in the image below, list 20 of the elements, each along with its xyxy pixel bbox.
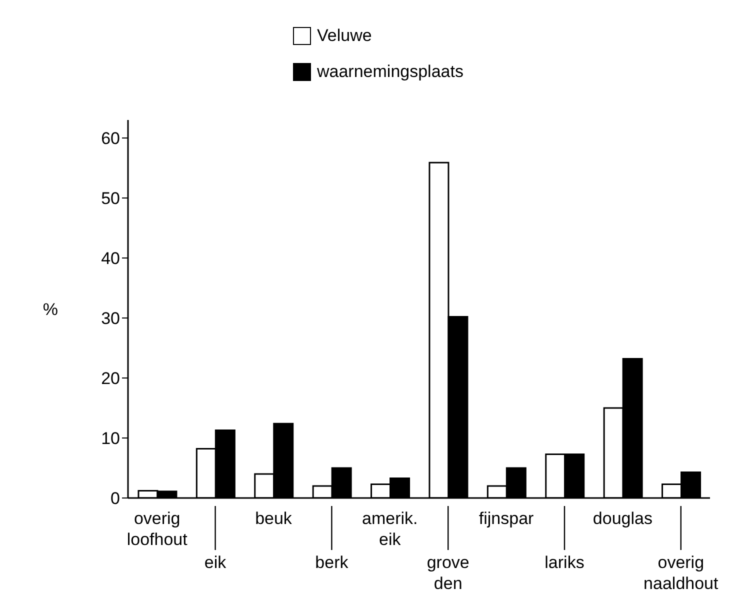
legend-label: waarnemingsplaats [317, 62, 464, 82]
y-tick-label: 60 [101, 129, 120, 148]
x-tick-label: eik [204, 553, 227, 572]
x-tick-label: fijnspar [478, 509, 534, 528]
y-tick-label: 30 [101, 309, 120, 328]
x-tick-label: douglas [592, 509, 652, 528]
x-tick-label: overig naaldhout [644, 553, 719, 593]
y-tick-label: 0 [110, 489, 120, 508]
x-tick-label: lariks [544, 553, 584, 572]
legend-label: Veluwe [317, 26, 372, 46]
y-tick-label: 10 [101, 429, 120, 448]
y-axis-title: % [42, 300, 58, 320]
x-tick-label: berk [315, 553, 349, 572]
x-tick-label: beuk [255, 509, 292, 528]
x-tick-label: grove den [426, 553, 470, 593]
x-tick-label: amerik. eik [362, 509, 418, 549]
y-tick-label: 50 [101, 189, 120, 208]
x-tick-label: overig loofhout [126, 509, 188, 549]
y-tick-label: 40 [101, 249, 120, 268]
y-tick-label: 20 [101, 369, 120, 388]
